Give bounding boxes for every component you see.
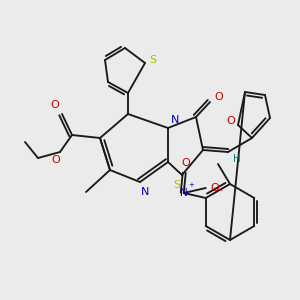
Text: ⁻: ⁻ [217, 188, 222, 198]
Text: O: O [51, 100, 59, 110]
Text: N: N [180, 188, 188, 198]
Text: S: S [149, 55, 157, 65]
Text: H: H [233, 154, 241, 164]
Text: +: + [188, 182, 194, 188]
Text: S: S [173, 180, 181, 190]
Text: N: N [171, 115, 179, 125]
Text: O: O [210, 183, 219, 193]
Text: O: O [52, 155, 60, 165]
Text: O: O [214, 92, 224, 102]
Text: N: N [141, 187, 149, 197]
Text: O: O [182, 158, 190, 168]
Text: O: O [226, 116, 236, 126]
